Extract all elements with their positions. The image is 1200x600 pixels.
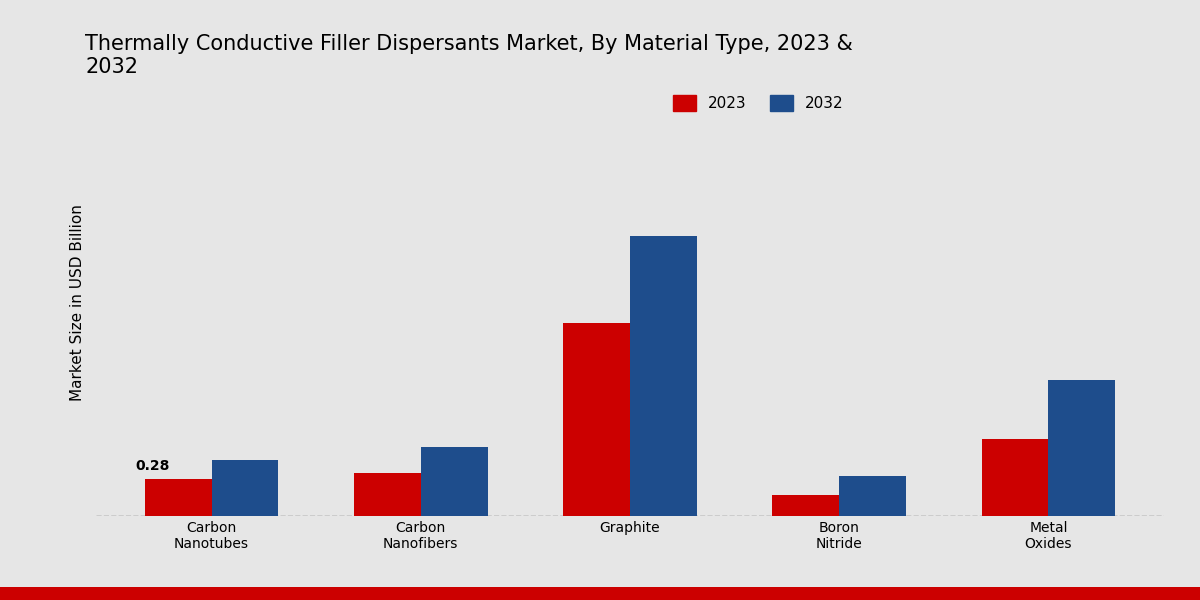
Bar <box>773 494 839 516</box>
Text: 0.28: 0.28 <box>136 460 169 473</box>
Bar <box>982 439 1049 516</box>
Legend: 2023, 2032: 2023, 2032 <box>667 89 850 118</box>
Y-axis label: Market Size in USD Billion: Market Size in USD Billion <box>70 205 85 401</box>
Bar <box>1049 380 1116 516</box>
Bar <box>211 460 278 516</box>
Bar <box>563 323 630 516</box>
Text: Thermally Conductive Filler Dispersants Market, By Material Type, 2023 &
2032: Thermally Conductive Filler Dispersants … <box>85 34 853 77</box>
Bar <box>839 476 906 516</box>
Bar <box>354 473 421 516</box>
Bar <box>144 479 211 516</box>
Bar <box>630 236 697 516</box>
Bar <box>421 447 487 516</box>
